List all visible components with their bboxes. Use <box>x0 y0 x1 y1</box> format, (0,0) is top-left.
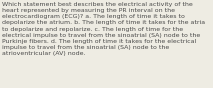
Text: Which statement best describes the electrical activity of the
heart represented : Which statement best describes the elect… <box>2 2 205 56</box>
